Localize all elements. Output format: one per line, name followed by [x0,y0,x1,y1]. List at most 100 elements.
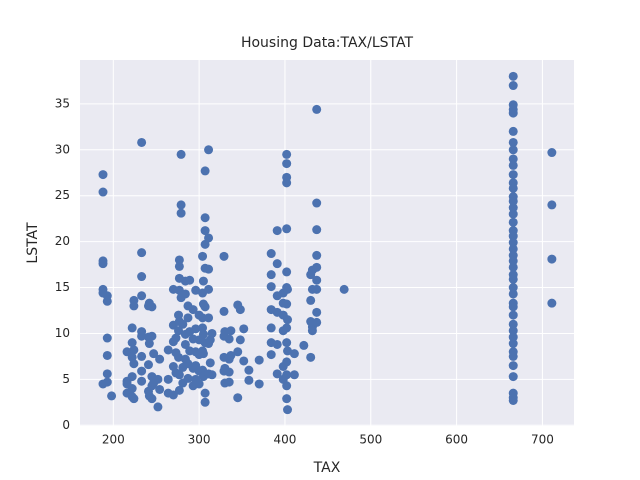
point [547,298,557,308]
point [155,354,165,364]
point [137,248,147,258]
point [174,385,184,395]
point [224,367,234,377]
point [204,264,214,274]
point [233,347,243,357]
point [283,346,293,356]
y-tick-label: 25 [55,188,70,202]
point [307,326,317,336]
point [176,208,186,218]
point [107,391,117,401]
point [171,333,181,343]
point [282,338,292,348]
point [204,233,214,243]
point [174,370,184,380]
point [508,137,518,147]
x-tick-label: 600 [445,433,468,447]
point [312,317,322,327]
point [272,369,282,379]
point [204,284,214,294]
point [180,339,190,349]
point [224,377,234,387]
point [143,360,153,370]
point [282,357,292,367]
point [235,305,245,315]
point [198,329,208,339]
point [219,306,229,316]
point [102,350,112,360]
point [508,160,518,170]
point [289,349,299,359]
point [102,369,112,379]
point [312,262,322,272]
point [239,356,249,366]
point [508,217,518,227]
point [282,224,292,234]
point [244,365,254,375]
point [306,295,316,305]
point [200,388,210,398]
point [508,372,518,382]
point [204,313,214,323]
point [155,384,165,394]
point [282,299,292,309]
point [266,323,276,333]
point [272,226,282,236]
point [207,328,217,338]
point [102,333,112,343]
point [191,324,201,334]
point [233,393,243,403]
point [266,350,276,360]
point [129,345,139,355]
x-axis-label: TAX [313,460,341,476]
point [198,349,208,359]
point [508,81,518,91]
point [508,289,518,299]
point [200,226,210,236]
point [508,262,518,272]
point [174,352,184,362]
point [282,267,292,277]
point [283,405,293,415]
point [312,198,322,208]
point [508,145,518,155]
point [282,178,292,188]
point [508,310,518,320]
point [137,272,147,282]
point [129,301,139,311]
point [200,302,210,312]
x-tick-label: 200 [102,433,125,447]
point [137,366,147,376]
point [508,351,518,361]
point [127,372,137,382]
point [283,284,293,294]
point [508,283,518,293]
point [174,326,184,336]
point [204,145,214,155]
point [312,225,322,235]
point [508,196,518,206]
point [147,331,157,341]
point [508,274,518,284]
point [266,282,276,292]
x-tick-label: 700 [531,433,554,447]
point [508,71,518,81]
point [198,251,208,261]
point [176,149,186,159]
point [547,148,557,158]
point [98,259,108,269]
point [282,323,292,333]
y-tick-label: 5 [62,372,70,386]
point [289,370,299,380]
point [224,334,234,344]
point [185,275,195,285]
point [153,402,163,412]
point [207,370,217,380]
y-tick-label: 35 [55,96,70,110]
point [127,338,137,348]
point [239,324,249,334]
point [312,250,322,260]
point [137,331,147,341]
point [508,154,518,164]
